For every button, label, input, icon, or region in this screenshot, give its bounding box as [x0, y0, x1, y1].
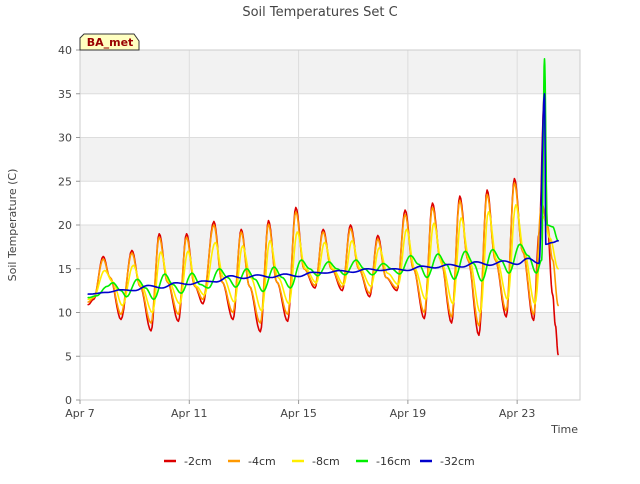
x-tick-label: Apr 19 [390, 407, 427, 420]
legend-item: -32cm [420, 455, 475, 468]
station-badge: BA_met [79, 33, 140, 51]
x-tick-label: Apr 11 [171, 407, 208, 420]
y-tick-label: 40 [58, 44, 72, 57]
legend-item: -2cm [164, 455, 212, 468]
x-tick-label: Apr 7 [65, 407, 95, 420]
plot-band [80, 137, 580, 182]
y-axis-label: Soil Temperature (C) [6, 169, 19, 282]
plot-band [80, 312, 580, 357]
legend-label: -2cm [184, 455, 212, 468]
y-tick-label: 35 [58, 88, 72, 101]
legend: -2cm -4cm -8cm -16cm -32cm [164, 455, 475, 468]
legend-item: -8cm [292, 455, 340, 468]
y-tick-label: 0 [65, 394, 72, 407]
plot-band [80, 181, 580, 225]
y-tick-label: 20 [58, 219, 72, 232]
legend-label: -4cm [248, 455, 276, 468]
legend-label: -8cm [312, 455, 340, 468]
legend-item: -16cm [356, 455, 411, 468]
plot-band [80, 356, 580, 400]
y-axis: 0 5 10 15 20 25 30 35 40 [58, 44, 80, 407]
plot-band [80, 50, 580, 94]
legend-label: -16cm [376, 455, 411, 468]
x-tick-label: Apr 15 [280, 407, 317, 420]
y-tick-label: 10 [58, 307, 72, 320]
station-badge-box [79, 33, 140, 51]
series-layer [87, 58, 559, 356]
grid [79, 49, 580, 401]
series-line-16cmcm [87, 58, 559, 301]
y-tick-label: 30 [58, 132, 72, 145]
x-tick-label: Apr 23 [499, 407, 536, 420]
x-axis: Apr 7 Apr 11 Apr 15 Apr 19 Apr 23 [65, 400, 535, 420]
station-badge-text: BA_met [87, 36, 134, 49]
y-tick-label: 15 [58, 263, 72, 276]
y-tick-label: 5 [65, 350, 72, 363]
y-tick-label: 25 [58, 175, 72, 188]
x-axis-label: Time [550, 423, 578, 436]
series-line-32cmcm [87, 93, 559, 295]
plot-band [80, 93, 580, 138]
legend-label: -32cm [440, 455, 475, 468]
chart-title: Soil Temperatures Set C [242, 5, 397, 20]
legend-item: -4cm [228, 455, 276, 468]
